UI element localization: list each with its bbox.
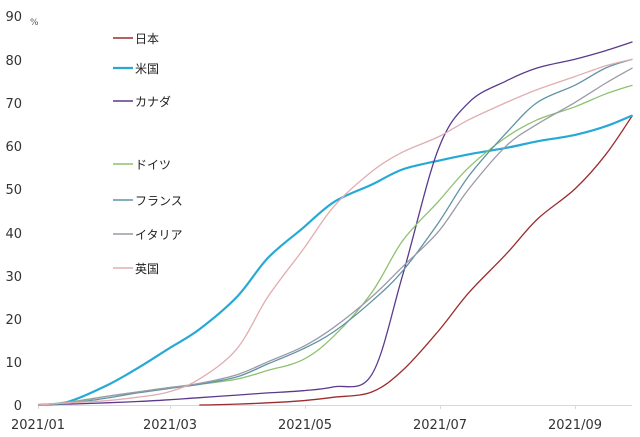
y-tick-label: 50 <box>5 183 22 198</box>
y-tick-label: 60 <box>5 140 22 155</box>
y-tick-label: 70 <box>5 97 22 112</box>
x-tick-label: 2021/07 <box>413 418 467 433</box>
legend-item-germany: ドイツ <box>113 158 171 172</box>
x-tick-label: 2021/01 <box>11 418 65 433</box>
y-tick-label: 30 <box>5 270 22 285</box>
series-line-4 <box>37 58 633 406</box>
series-line-0 <box>199 115 634 406</box>
x-tick-label: 2021/05 <box>278 418 332 433</box>
y-axis-unit: % <box>30 18 39 28</box>
x-axis-labels: 2021/01 2021/03 2021/05 2021/07 2021/09 <box>11 418 602 433</box>
x-tick-label: 2021/03 <box>143 418 197 433</box>
legend-item-usa: 米国 <box>113 62 159 76</box>
legend: 日本 米国 カナダ ドイツ フランス イタリア 英国 <box>113 32 183 276</box>
legend-label: 米国 <box>135 62 159 76</box>
y-axis-labels: 0 10 20 30 40 50 60 70 80 90 <box>5 10 22 414</box>
series-line-3 <box>37 84 633 406</box>
x-tick-label: 2021/09 <box>548 418 602 433</box>
legend-label: カナダ <box>135 94 171 109</box>
series-line-5 <box>37 67 633 406</box>
y-tick-label: 10 <box>5 356 22 371</box>
series-line-1 <box>37 114 633 407</box>
y-tick-label: 20 <box>5 313 22 328</box>
legend-label: フランス <box>135 194 183 208</box>
y-tick-label: 0 <box>14 399 22 414</box>
legend-label: 英国 <box>135 262 159 276</box>
legend-item-japan: 日本 <box>113 32 159 46</box>
y-tick-label: 90 <box>5 10 22 25</box>
legend-item-uk: 英国 <box>113 262 159 276</box>
y-tick-label: 80 <box>5 54 22 69</box>
y-tick-label: 40 <box>5 227 22 242</box>
legend-item-canada: カナダ <box>113 94 171 109</box>
legend-label: イタリア <box>135 228 183 242</box>
series-line-2 <box>37 41 633 406</box>
legend-item-italy: イタリア <box>113 228 183 242</box>
legend-label: ドイツ <box>135 158 171 172</box>
series-line-6 <box>37 58 633 406</box>
legend-label: 日本 <box>135 32 159 46</box>
legend-item-france: フランス <box>113 194 183 208</box>
series-lines <box>37 41 634 407</box>
